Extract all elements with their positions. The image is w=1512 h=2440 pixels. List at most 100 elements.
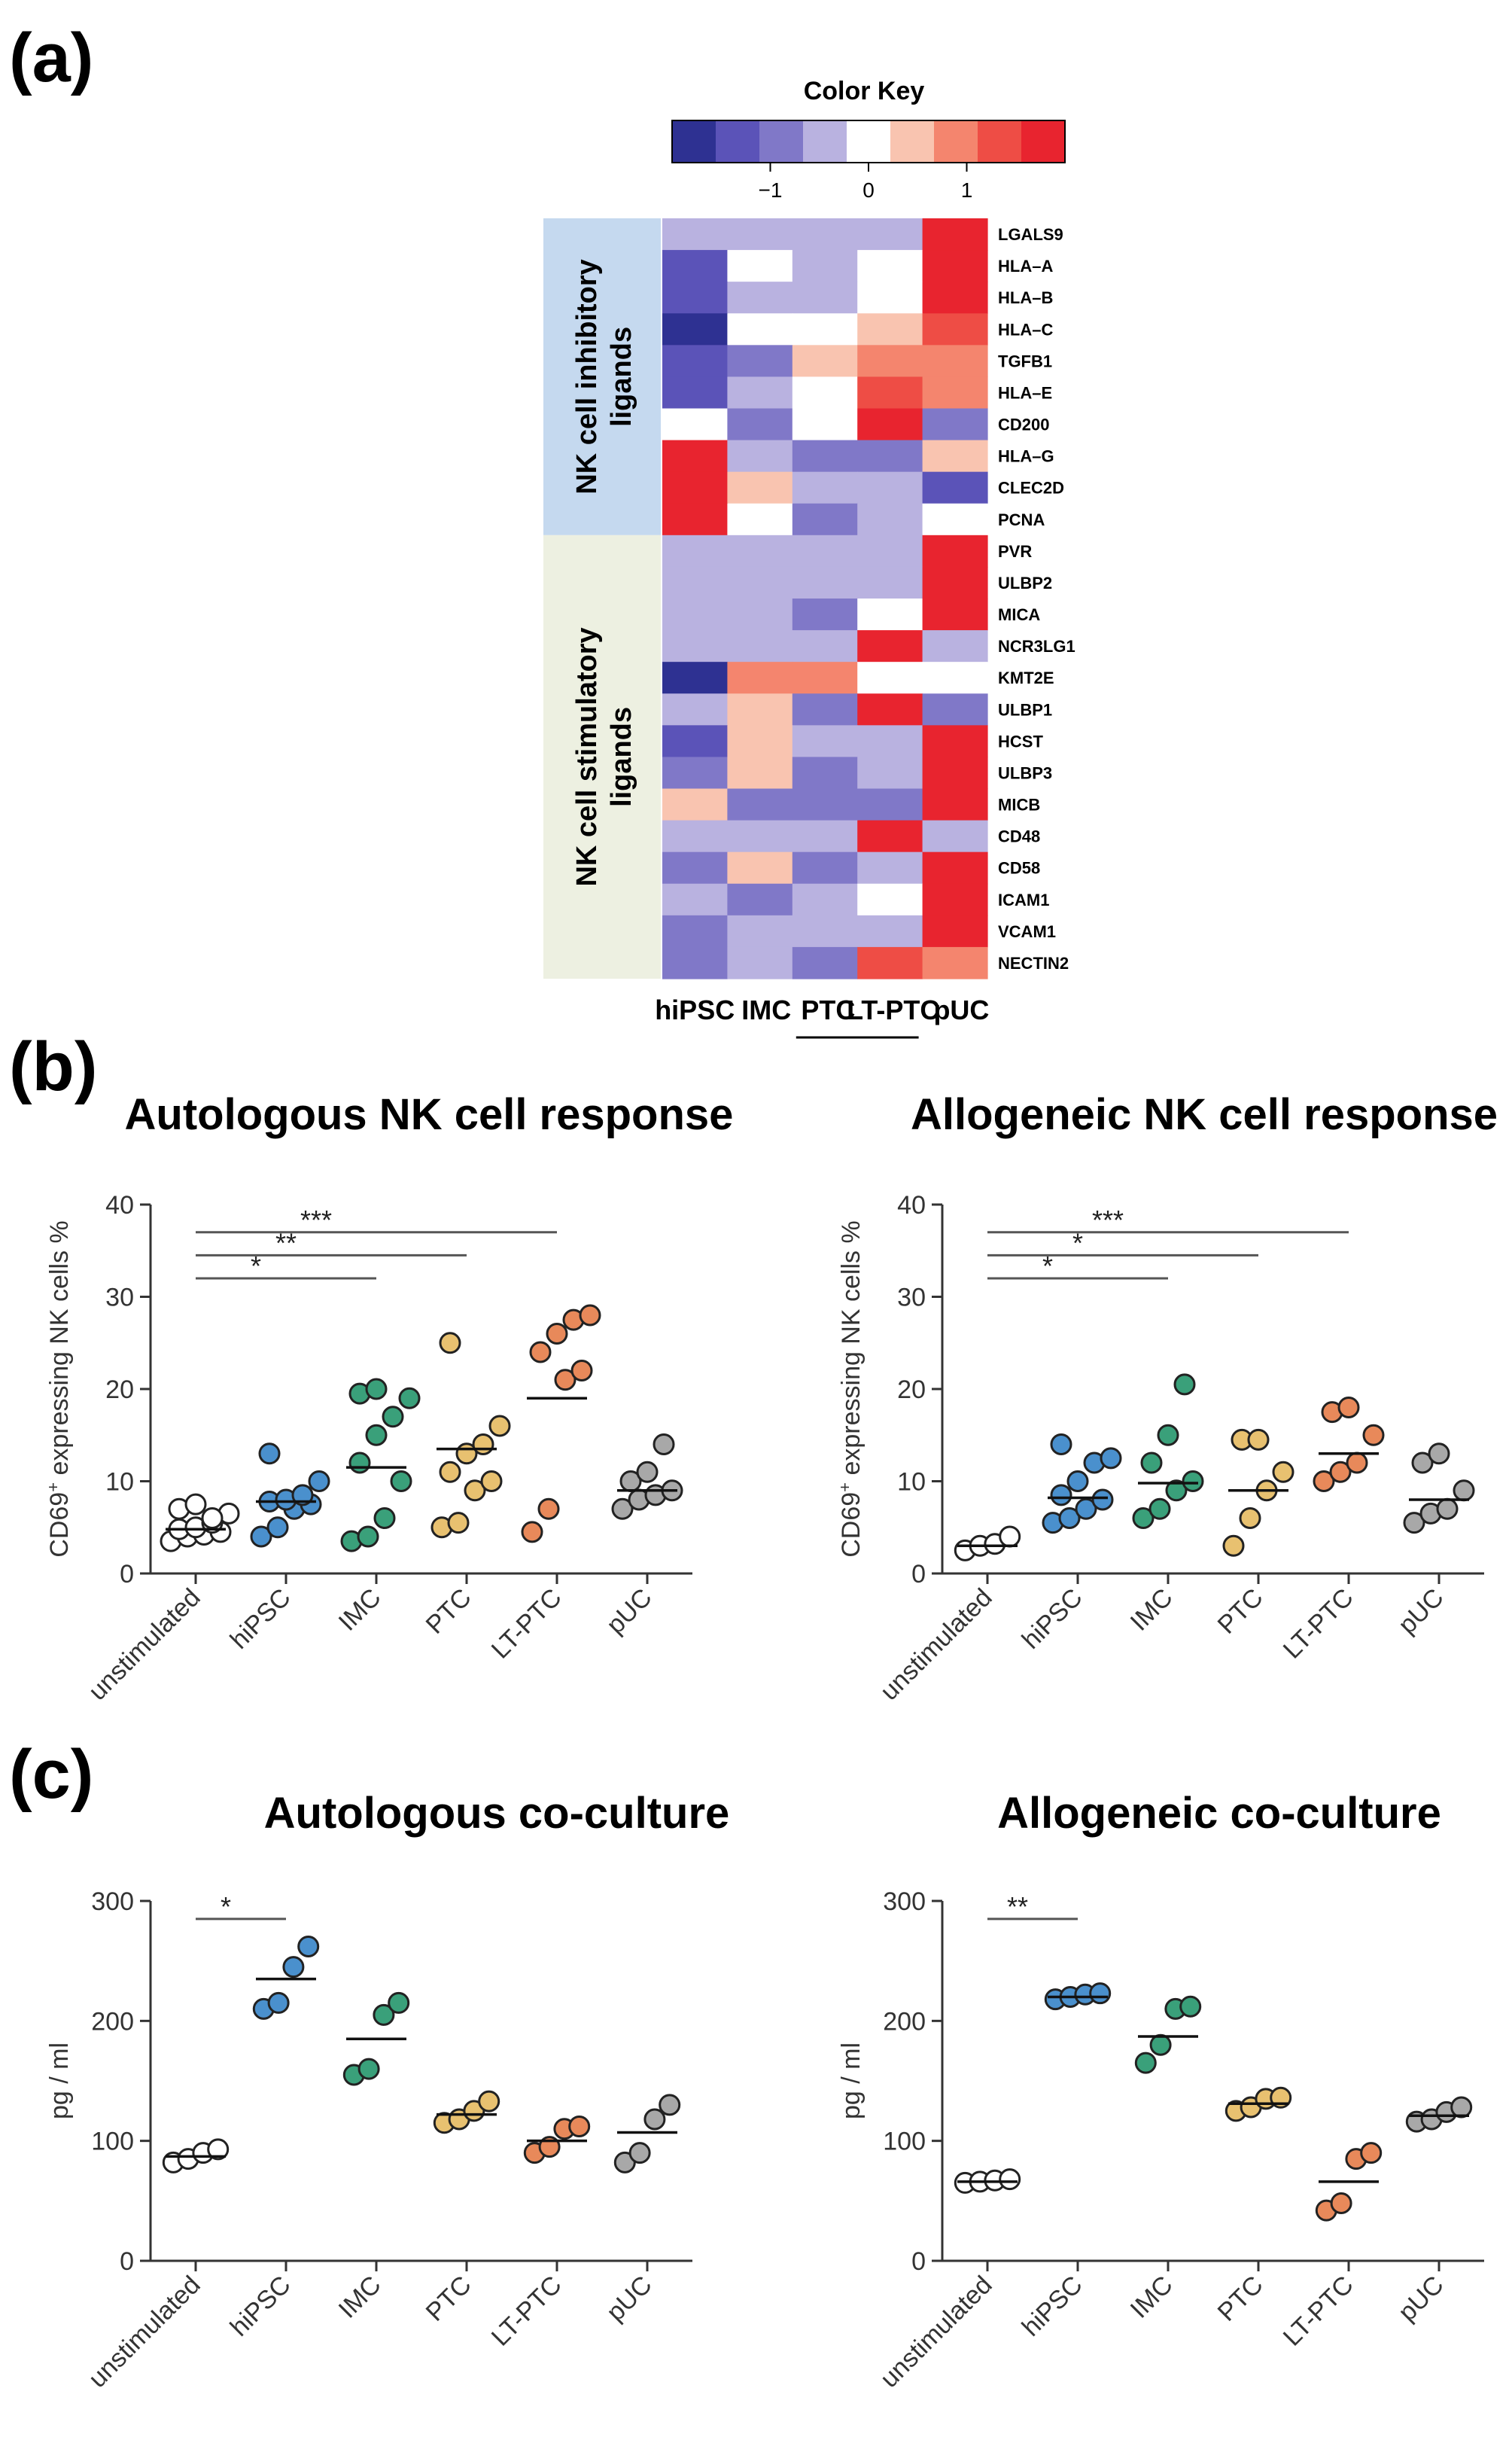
color-key-swatch — [847, 120, 891, 163]
chart-autologous-coculture: Autologous co-culture 0 100 200 300 pg / ml un… — [45, 1789, 729, 2393]
heatmap-cell — [727, 408, 793, 441]
heatmap-cell — [922, 218, 988, 251]
gene-label: ULBP2 — [998, 574, 1052, 592]
y-tick-label: 30 — [897, 1284, 926, 1312]
heatmap-cell — [662, 282, 728, 314]
heatmap-cell — [922, 883, 988, 916]
heatmap-cell — [792, 218, 858, 251]
data-point — [1428, 1442, 1450, 1465]
y-axis-label-rest: expressing NK cells % — [837, 1220, 866, 1482]
y-axis-label: pg / ml — [45, 2042, 74, 2119]
heatmap-cell — [727, 282, 793, 314]
data-point — [447, 1512, 470, 1534]
x-tick-label: LT-PTC — [486, 2271, 567, 2352]
y-tick-label: 10 — [897, 1468, 926, 1497]
gene-label: CLEC2D — [998, 479, 1064, 498]
data-point — [1148, 1497, 1171, 1520]
gene-label: ULBP1 — [998, 700, 1052, 719]
y-axis-label-main: CD69 — [45, 1492, 74, 1558]
heatmap-cell — [662, 566, 728, 599]
heatmap-cell — [727, 566, 793, 599]
gene-label: ICAM1 — [998, 891, 1049, 909]
group-label: ligands — [606, 707, 637, 807]
heatmap-cell — [662, 851, 728, 885]
heatmap: Color Key −1 0 1 NK cell inhibitory ligands… — [543, 77, 1075, 1039]
gene-label: NECTIN2 — [998, 954, 1069, 973]
column-label: IMC — [741, 995, 791, 1025]
heatmap-cell — [662, 630, 728, 663]
column-label: hiPSC — [655, 995, 735, 1025]
gene-label: PVR — [998, 542, 1032, 561]
heatmap-cell — [857, 662, 923, 694]
x-tick-label: hiPSC — [225, 1583, 297, 1655]
group-label: NK cell inhibitory — [571, 259, 603, 494]
heatmap-cell — [662, 788, 728, 821]
y-tick-label: 0 — [911, 1560, 926, 1589]
gene-label: HLA–C — [998, 320, 1053, 339]
data-point — [464, 1479, 486, 1502]
data-point — [297, 1936, 320, 1958]
x-tick-label: unstimulated — [875, 2271, 997, 2393]
y-tick-label: 30 — [105, 1284, 134, 1312]
data-point — [472, 1433, 494, 1455]
heatmap-cell — [662, 757, 728, 790]
heatmap-cell — [727, 503, 793, 536]
data-point — [1436, 1497, 1459, 1520]
data-point — [1330, 2192, 1352, 2215]
heatmap-cell — [792, 250, 858, 282]
x-tick-label: pUC — [1393, 1583, 1450, 1640]
data-point — [554, 1369, 577, 1391]
y-tick-label: 300 — [91, 1887, 134, 1916]
y-tick-label: 0 — [911, 2247, 926, 2276]
heatmap-cell — [792, 693, 858, 726]
data-point — [1066, 1470, 1089, 1492]
heatmap-cell — [662, 440, 728, 473]
heatmap-cell — [727, 883, 793, 916]
heatmap-cell — [792, 915, 858, 948]
y-axis-label-main: pg / ml — [837, 2042, 866, 2119]
data-point — [999, 2168, 1021, 2191]
heatmap-cell — [727, 757, 793, 790]
heatmap-cell — [792, 946, 858, 979]
heatmap-cell — [857, 725, 923, 758]
heatmap-cell — [857, 630, 923, 663]
heatmap-cell — [792, 535, 858, 568]
heatmap-cell — [727, 440, 793, 473]
heatmap-cell — [922, 282, 988, 314]
column-label: LT-PTC — [847, 995, 939, 1025]
data-point — [1157, 1424, 1179, 1446]
gene-label: HLA–E — [998, 383, 1052, 402]
x-tick-label: unstimulated — [83, 2271, 205, 2393]
heatmap-cell — [922, 471, 988, 504]
data-point — [488, 1415, 511, 1437]
gene-labels: LGALS9 HLA–A HLA–B HLA–C TGFB1 HLA–E CD200 HLA–… — [998, 225, 1075, 973]
data-point — [250, 1525, 272, 1548]
heatmap-cell — [662, 218, 728, 251]
data-point — [1179, 1995, 1202, 2018]
data-point — [1362, 1424, 1385, 1446]
data-point — [348, 1452, 371, 1474]
heatmap-cell — [662, 946, 728, 979]
heatmap-cell — [727, 250, 793, 282]
panel-label-a: (a) — [9, 20, 93, 96]
data-point — [439, 1461, 461, 1483]
heatmap-cell — [662, 883, 728, 916]
heatmap-cell — [792, 566, 858, 599]
significance-label: * — [1072, 1227, 1083, 1258]
heatmap-cell — [922, 376, 988, 410]
data-point — [184, 1493, 207, 1515]
gene-label: HCST — [998, 732, 1043, 751]
chart-title: Allogeneic NK cell response — [911, 1090, 1498, 1139]
y-axis-label: pg / ml — [837, 2042, 866, 2119]
heatmap-cell — [727, 345, 793, 378]
y-tick-label: 40 — [105, 1191, 134, 1220]
data-point — [373, 1507, 396, 1529]
data-point — [207, 2138, 230, 2161]
heatmap-cell — [727, 820, 793, 853]
group-label: NK cell stimulatory — [571, 627, 603, 886]
heatmap-cell — [662, 250, 728, 282]
data-point — [439, 1332, 461, 1354]
color-key-swatch — [1021, 120, 1066, 163]
data-point — [357, 2058, 380, 2080]
